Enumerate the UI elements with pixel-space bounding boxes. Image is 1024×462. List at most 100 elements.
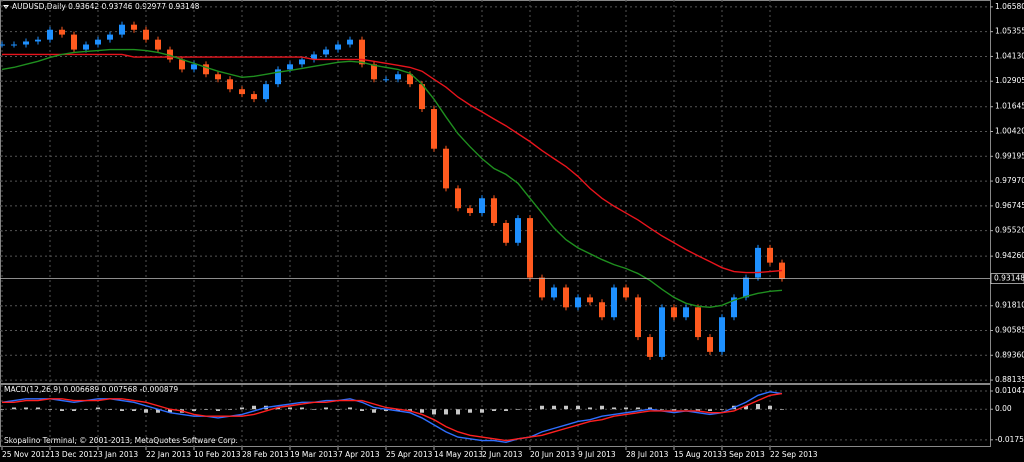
x-tick-label: 15 Aug 2013 bbox=[674, 450, 722, 459]
candle bbox=[203, 64, 209, 75]
histogram-bar bbox=[60, 409, 64, 411]
x-tick-label: 3 Sep 2013 bbox=[722, 450, 765, 459]
candle bbox=[599, 302, 605, 318]
candle bbox=[683, 307, 689, 318]
y-tick-label: 1.06580 bbox=[995, 2, 1024, 11]
histogram-bar bbox=[480, 409, 484, 413]
histogram-bar bbox=[600, 405, 604, 410]
histogram-bar bbox=[636, 407, 640, 410]
candle bbox=[695, 307, 701, 338]
histogram-bar bbox=[276, 407, 280, 410]
y-tick-label: 1.02905 bbox=[995, 76, 1024, 85]
x-tick-label: 2 Jun 2013 bbox=[482, 450, 523, 459]
candle bbox=[527, 218, 533, 278]
histogram-bar bbox=[660, 409, 664, 410]
candle bbox=[275, 69, 281, 85]
candle bbox=[671, 307, 677, 318]
histogram-bar bbox=[504, 409, 508, 411]
y-tick-label: 0.89360 bbox=[995, 350, 1024, 359]
price-label-box bbox=[990, 273, 1024, 284]
histogram-bar bbox=[552, 405, 556, 410]
x-tick-label: 10 Feb 2013 bbox=[194, 450, 241, 459]
y-tick-label: 1.05355 bbox=[995, 27, 1024, 36]
candle bbox=[239, 89, 245, 95]
histogram-bar bbox=[672, 409, 676, 411]
candle bbox=[731, 297, 737, 318]
candle bbox=[647, 337, 653, 357]
histogram-bar bbox=[612, 407, 616, 410]
price-label: 0.93148 bbox=[994, 274, 1024, 283]
histogram-bar bbox=[120, 409, 124, 411]
y-tick-label: 0.00 bbox=[995, 404, 1012, 413]
histogram-bar bbox=[96, 407, 100, 410]
histogram-bar bbox=[396, 409, 400, 411]
histogram-bar bbox=[576, 405, 580, 410]
x-tick-label: 20 Jun 2013 bbox=[530, 450, 575, 459]
macd-frame bbox=[0, 384, 991, 447]
x-tick-label: 28 Feb 2013 bbox=[242, 450, 289, 459]
histogram-bar bbox=[372, 409, 376, 413]
histogram-bar bbox=[588, 407, 592, 410]
x-tick-label: 19 Mar 2013 bbox=[290, 450, 338, 459]
candle bbox=[179, 59, 185, 70]
y-tick-label: 0.010475 bbox=[995, 386, 1024, 395]
candle bbox=[443, 148, 449, 189]
candle bbox=[227, 79, 233, 90]
candle bbox=[743, 277, 749, 298]
y-tick-label: 0.90585 bbox=[995, 325, 1024, 334]
candle bbox=[455, 188, 461, 209]
histogram-bar bbox=[708, 409, 712, 411]
candle bbox=[575, 297, 581, 308]
histogram-bar bbox=[108, 409, 112, 410]
x-tick-label: 13 Dec 2012 bbox=[50, 450, 98, 459]
candle bbox=[419, 84, 425, 110]
x-tick-label: 3 Jan 2013 bbox=[98, 450, 138, 459]
histogram-bar bbox=[240, 407, 244, 410]
candle bbox=[431, 109, 437, 149]
histogram-bar bbox=[744, 405, 748, 410]
indicator-line bbox=[1, 48, 783, 309]
y-tick-label: 1.01645 bbox=[995, 102, 1024, 111]
histogram-bar bbox=[12, 407, 16, 410]
histogram-bar bbox=[468, 409, 472, 413]
x-tick-label: 22 Sep 2013 bbox=[770, 450, 818, 459]
histogram-bar bbox=[168, 409, 172, 413]
histogram-bar bbox=[432, 409, 436, 415]
y-tick-label: 0.94260 bbox=[995, 251, 1024, 260]
x-tick-label: 9 Jul 2013 bbox=[578, 450, 616, 459]
candle bbox=[539, 277, 545, 298]
histogram-bar bbox=[420, 409, 424, 413]
histogram-bar bbox=[360, 409, 364, 411]
candle bbox=[659, 307, 665, 357]
histogram-bar bbox=[456, 409, 460, 415]
candle bbox=[143, 29, 149, 40]
candle bbox=[131, 24, 137, 30]
macd-title: MACD(12,26,9) 0.006689 0.007568 -0.00087… bbox=[4, 385, 178, 394]
y-tick-label: 0.91810 bbox=[995, 301, 1024, 310]
histogram-bar bbox=[324, 407, 328, 410]
histogram-bar bbox=[564, 405, 568, 410]
histogram-bar bbox=[300, 407, 304, 410]
candle bbox=[95, 39, 101, 45]
histogram-bar bbox=[204, 409, 208, 410]
candle bbox=[371, 64, 377, 80]
candle bbox=[59, 29, 65, 35]
candle bbox=[0, 44, 5, 46]
histogram-bar bbox=[228, 409, 232, 410]
candle bbox=[311, 54, 317, 60]
candle bbox=[563, 287, 569, 308]
histogram-bar bbox=[84, 409, 88, 410]
histogram-bar bbox=[528, 409, 532, 410]
x-tick-label: 28 Jul 2013 bbox=[626, 450, 669, 459]
candle bbox=[479, 198, 485, 214]
candle bbox=[23, 41, 29, 45]
y-tick-label: 0.96745 bbox=[995, 201, 1024, 210]
y-tick-label: 0.99195 bbox=[995, 151, 1024, 160]
candle bbox=[11, 44, 17, 46]
x-tick-label: 7 Apr 2013 bbox=[338, 450, 380, 459]
histogram-bar bbox=[516, 409, 520, 410]
x-tick-label: 25 Nov 2012 bbox=[2, 450, 50, 459]
candle bbox=[551, 287, 557, 298]
candle bbox=[359, 39, 365, 65]
